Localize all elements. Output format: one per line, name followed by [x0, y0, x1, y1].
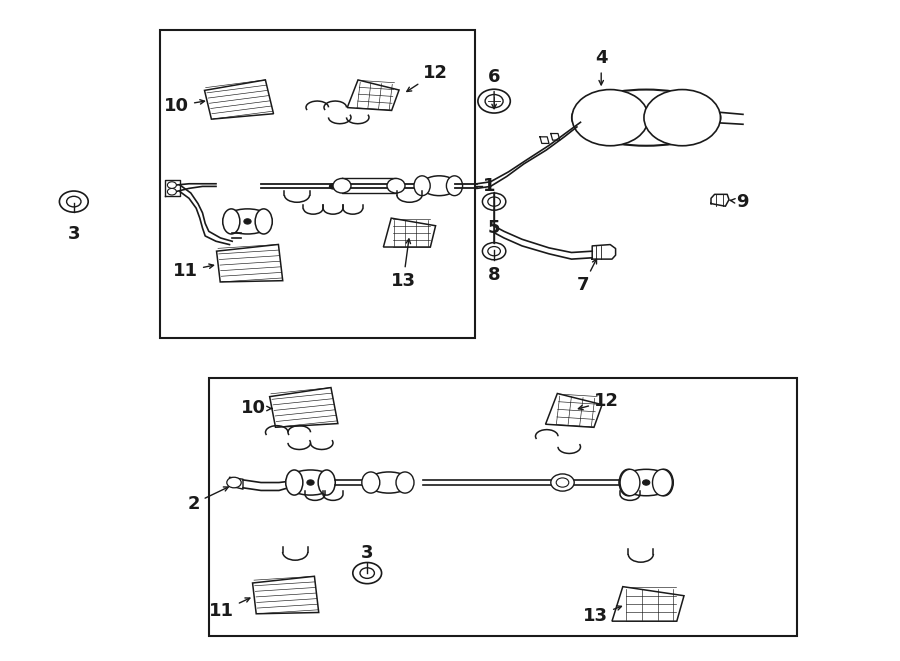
- Polygon shape: [230, 477, 243, 489]
- Text: 11: 11: [209, 598, 250, 621]
- Text: 8: 8: [488, 266, 500, 284]
- Text: 9: 9: [730, 192, 749, 211]
- Text: 10: 10: [164, 97, 204, 115]
- Ellipse shape: [223, 209, 239, 234]
- Text: 10: 10: [241, 399, 272, 418]
- Circle shape: [167, 182, 176, 188]
- Text: 6: 6: [488, 68, 500, 108]
- Bar: [209, 378, 796, 636]
- Circle shape: [59, 191, 88, 212]
- Polygon shape: [270, 387, 338, 427]
- Circle shape: [556, 478, 569, 487]
- Circle shape: [488, 247, 500, 256]
- Polygon shape: [217, 245, 283, 282]
- Ellipse shape: [619, 469, 673, 496]
- Ellipse shape: [256, 209, 273, 234]
- Text: 5: 5: [488, 219, 500, 237]
- Circle shape: [353, 563, 382, 584]
- Polygon shape: [383, 218, 436, 247]
- Ellipse shape: [619, 469, 637, 496]
- Text: 4: 4: [595, 50, 608, 85]
- Circle shape: [482, 243, 506, 260]
- Ellipse shape: [652, 469, 672, 496]
- Polygon shape: [545, 393, 602, 428]
- Ellipse shape: [446, 176, 463, 196]
- Ellipse shape: [362, 472, 380, 493]
- Text: 13: 13: [391, 239, 416, 290]
- Circle shape: [307, 480, 314, 485]
- Ellipse shape: [620, 469, 640, 496]
- Ellipse shape: [655, 469, 673, 496]
- Polygon shape: [612, 587, 684, 621]
- Text: 13: 13: [583, 606, 621, 625]
- Ellipse shape: [223, 209, 272, 234]
- Polygon shape: [711, 194, 729, 206]
- Circle shape: [360, 568, 374, 578]
- Polygon shape: [204, 80, 274, 119]
- Circle shape: [167, 188, 176, 195]
- Ellipse shape: [421, 176, 457, 196]
- Ellipse shape: [285, 470, 302, 495]
- Ellipse shape: [396, 472, 414, 493]
- Circle shape: [478, 89, 510, 113]
- Polygon shape: [165, 180, 180, 196]
- Polygon shape: [253, 576, 319, 614]
- Text: 11: 11: [173, 262, 213, 280]
- Ellipse shape: [319, 470, 335, 495]
- Polygon shape: [347, 80, 399, 110]
- Circle shape: [67, 196, 81, 207]
- Circle shape: [482, 193, 506, 210]
- Circle shape: [244, 219, 251, 224]
- Ellipse shape: [572, 90, 648, 146]
- Circle shape: [643, 480, 650, 485]
- Text: 1: 1: [483, 177, 496, 196]
- Ellipse shape: [414, 176, 430, 196]
- Ellipse shape: [572, 90, 720, 146]
- Polygon shape: [342, 178, 396, 193]
- Text: 12: 12: [407, 63, 448, 91]
- Text: 7: 7: [577, 259, 597, 294]
- Text: 2: 2: [187, 487, 229, 513]
- Polygon shape: [540, 137, 549, 143]
- Bar: [160, 30, 475, 338]
- Ellipse shape: [333, 178, 351, 193]
- Ellipse shape: [286, 470, 335, 495]
- Text: 12: 12: [579, 392, 619, 410]
- Circle shape: [227, 477, 241, 488]
- Circle shape: [485, 95, 503, 108]
- Circle shape: [488, 197, 500, 206]
- Text: 3: 3: [361, 544, 374, 562]
- Circle shape: [551, 474, 574, 491]
- Text: 3: 3: [68, 225, 80, 243]
- Ellipse shape: [367, 472, 410, 493]
- Ellipse shape: [387, 178, 405, 193]
- Circle shape: [329, 184, 337, 189]
- Polygon shape: [551, 134, 560, 140]
- Ellipse shape: [644, 90, 721, 146]
- Polygon shape: [592, 245, 616, 259]
